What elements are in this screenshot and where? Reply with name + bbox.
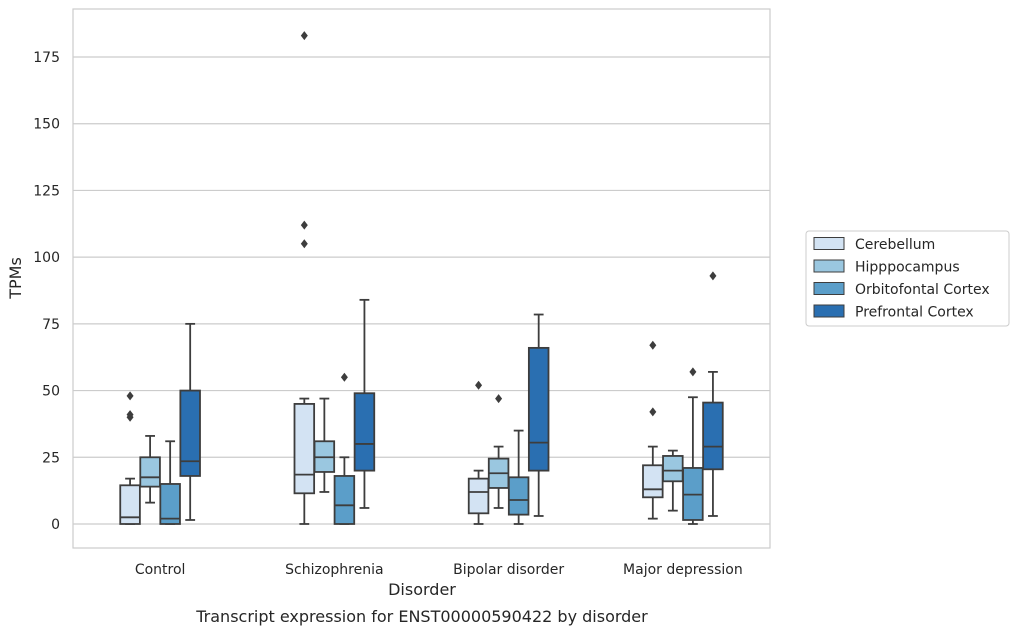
outlier-point [300,31,308,41]
plot-frame [72,8,771,549]
box-iqr [353,392,376,472]
box-iqr [119,484,141,525]
box-2-0 [159,440,181,525]
legend-swatch [813,237,845,250]
box-1-1 [313,397,336,493]
y-tick-labels: 0 25 50 75 100 125 150 175 [33,50,60,533]
legend-frame [805,230,1010,327]
x-tick-labels: Control Schizophrenia Bipolar disorder Majo… [135,562,743,578]
x-tick-label: Bipolar disorder [453,562,564,578]
y-tick-label: 175 [33,50,60,66]
box-iqr [527,346,550,472]
outlier-point [495,394,503,404]
box-iqr [507,476,530,516]
grid-lines [73,56,770,525]
y-tick-label: 125 [33,183,60,199]
y-tick-label: 75 [42,317,60,333]
box-iqr [159,483,181,525]
legend-label: Prefrontal Cortex [855,305,974,321]
box-iqr [642,464,664,499]
box-iqr [179,389,201,477]
legend-label: Cerebellum [855,237,935,253]
outlier-point [649,340,657,350]
y-tick-label: 150 [33,117,60,133]
box-3-0 [179,322,201,521]
x-tick-label: Schizophrenia [285,562,383,578]
outlier-point [709,271,717,281]
y-axis-label: TPMs [6,257,25,300]
box-1-2 [487,394,510,509]
box-2-3 [682,367,704,525]
box-0-3 [642,340,664,520]
box-iqr [662,455,684,483]
y-tick-label: 25 [42,450,60,466]
box-3-1 [353,298,376,509]
box-iqr [139,456,161,488]
box-iqr [333,475,356,525]
outlier-point [340,372,348,382]
legend: Cerebellum Hipppocampus Orbitofontal Corte… [805,230,1010,327]
box-0-0 [119,391,141,525]
box-1-0 [139,435,161,504]
box-iqr [702,401,724,471]
legend-swatch [813,304,845,318]
box-2-2 [507,429,530,525]
x-tick-label: Major depression [623,562,743,578]
legend-swatch [813,259,845,273]
box-2-1 [333,372,356,525]
box-0-2 [467,380,490,525]
outlier-point [649,407,657,417]
y-tick-label: 50 [42,384,60,400]
outlier-point [300,220,308,230]
outlier-point [126,412,134,422]
box-iqr [293,403,316,495]
outlier-point [126,391,134,401]
legend-label: Hipppocampus [855,260,960,276]
box-3-3 [702,271,724,517]
box-plot-area [119,31,724,525]
box-0-1 [293,31,316,525]
box-1-3 [662,449,684,512]
y-tick-label: 100 [33,250,60,266]
outlier-point [300,239,308,249]
legend-swatch [813,282,845,295]
legend-label: Orbitofontal Cortex [855,282,990,298]
y-tick-label: 0 [51,517,60,533]
x-axis-label: Disorder [388,580,456,599]
x-tick-label: Control [135,562,186,578]
chart-caption: Transcript expression for ENST0000059042… [195,607,648,626]
box-3-2 [527,313,550,517]
outlier-point [475,380,483,390]
outlier-point [689,367,697,377]
box-iqr [467,477,490,515]
